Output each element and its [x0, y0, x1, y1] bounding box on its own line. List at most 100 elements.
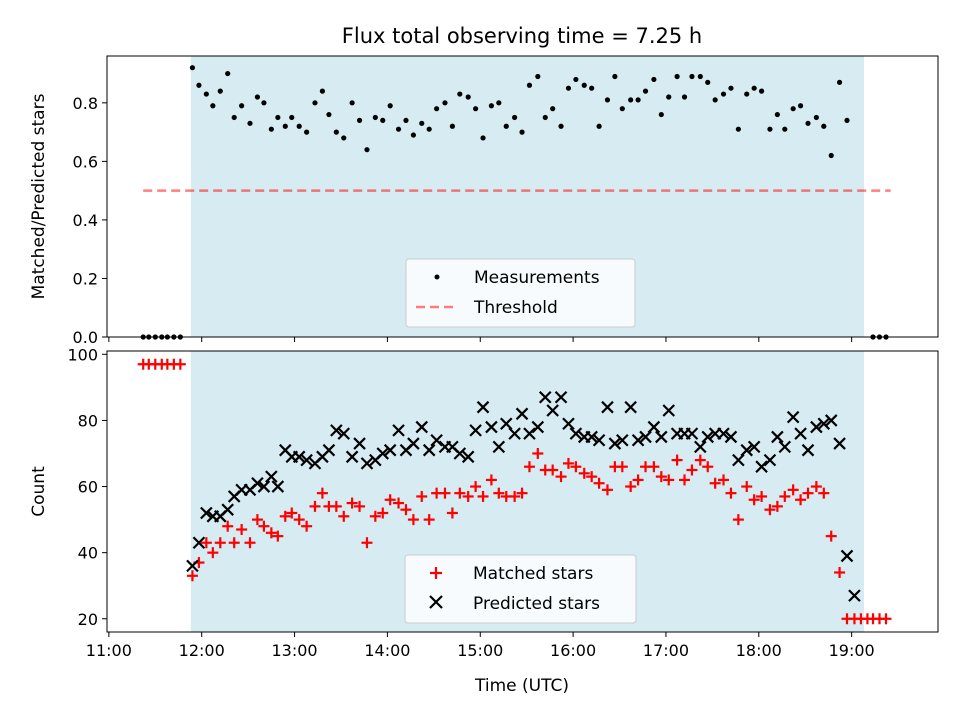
predicted-star-point: [330, 424, 343, 437]
legend-matched-plus-icon: [430, 567, 442, 579]
matched-star-point: [361, 537, 373, 549]
predicted-star-point: [685, 427, 699, 440]
predicted-star-point: [740, 443, 754, 457]
predicted-star-point: [554, 391, 568, 404]
predicted-star-point: [469, 424, 482, 437]
matched-star-point: [493, 487, 505, 499]
measurement-point: [282, 123, 288, 129]
bottom-legend: Matched stars Predicted stars: [404, 554, 637, 624]
measurement-point: [628, 97, 634, 103]
predicted-star-point: [430, 433, 443, 447]
measurement-point: [797, 103, 804, 109]
measurement-point: [261, 100, 267, 106]
measurement-point: [196, 82, 202, 88]
measurement-point: [821, 123, 827, 129]
predicted-star-point: [662, 404, 676, 417]
x-tick-label: 19:00: [829, 641, 875, 660]
matched-star-point: [671, 454, 683, 466]
matched-star-point: [286, 507, 298, 519]
matched-star-point: [200, 537, 212, 549]
matched-star-point: [301, 520, 313, 532]
predicted-star-point: [608, 437, 622, 450]
measurement-point: [189, 65, 196, 71]
measurement-point: [326, 111, 332, 118]
measurement-point: [503, 123, 509, 129]
predicted-star-point: [337, 427, 351, 440]
predicted-star-point: [786, 410, 800, 424]
measurement-point: [604, 97, 611, 103]
matched-star-point: [632, 474, 644, 486]
predicted-star-point: [624, 400, 637, 414]
bottom-y-tick-label: 60: [78, 478, 98, 497]
measurement-point: [642, 88, 649, 94]
predicted-star-point: [701, 430, 715, 444]
matched-star-point: [338, 510, 350, 522]
x-tick-label: 14:00: [364, 641, 410, 660]
measurement-point: [254, 94, 261, 100]
measurement-point: [596, 123, 602, 129]
matched-star-point: [562, 457, 574, 469]
x-tick-label: 12:00: [179, 641, 225, 660]
matched-star-point: [400, 504, 412, 516]
measurement-point: [225, 70, 231, 77]
bottom-y-tick-label: 80: [78, 411, 98, 430]
predicted-star-point: [631, 433, 645, 447]
predicted-star-point: [461, 450, 475, 464]
top-legend: Measurements Threshold: [405, 258, 636, 328]
predicted-star-point: [647, 420, 661, 434]
matched-star-point: [586, 471, 598, 483]
measurement-point: [480, 135, 486, 141]
x-tick-label: 18:00: [736, 641, 782, 660]
measurement-point: [380, 117, 386, 123]
top-y-tick-label: 0.6: [73, 152, 98, 171]
matched-star-point: [354, 500, 366, 512]
measurement-point: [790, 106, 796, 112]
measurement-point: [356, 117, 363, 123]
matched-star-point: [228, 537, 240, 549]
matched-star-point: [718, 474, 730, 486]
predicted-star-point: [601, 400, 614, 414]
measurement-point: [312, 100, 318, 106]
matched-star-point: [222, 520, 234, 532]
measurement-point: [410, 132, 417, 138]
matched-star-point: [462, 490, 474, 502]
measurement-point: [774, 111, 780, 118]
matched-star-point: [207, 547, 219, 559]
matched-star-point: [384, 494, 396, 506]
measurement-point: [465, 94, 471, 100]
bottom-legend-box: [404, 554, 637, 624]
matched-star-point: [764, 504, 776, 516]
matched-star-point: [369, 510, 381, 522]
measurement-point: [210, 103, 216, 109]
predicted-star-point: [794, 427, 807, 440]
predicted-star-point: [717, 427, 730, 440]
measurement-point: [767, 126, 773, 132]
measurement-point: [349, 100, 355, 106]
matched-star-point: [732, 514, 744, 526]
measurement-point: [573, 76, 579, 83]
predicted-star-point: [257, 480, 271, 493]
matched-star-point: [555, 471, 567, 483]
matched-star-point: [186, 570, 198, 582]
legend-threshold-label: Threshold: [473, 298, 558, 318]
matched-star-point: [593, 477, 605, 489]
bottom-y-axis-label: Count: [29, 466, 49, 517]
predicted-star-point: [523, 427, 536, 440]
predicted-star-point: [848, 589, 861, 602]
matched-star-point: [655, 471, 667, 483]
predicted-star-point: [265, 470, 278, 483]
measurement-point: [813, 114, 819, 121]
predicted-star-point: [200, 506, 213, 520]
predicted-star-point: [778, 440, 792, 454]
matched-star-point: [787, 484, 799, 496]
predicted-star-point: [221, 503, 234, 516]
matched-star-point: [236, 524, 248, 536]
measurement-point: [720, 91, 727, 97]
predicted-star-point: [300, 453, 313, 467]
predicted-star-point: [407, 437, 420, 450]
predicted-star-point: [271, 480, 285, 493]
matched-star-point: [416, 490, 428, 502]
matched-star-point: [741, 481, 753, 493]
predicted-star-point: [292, 450, 306, 464]
